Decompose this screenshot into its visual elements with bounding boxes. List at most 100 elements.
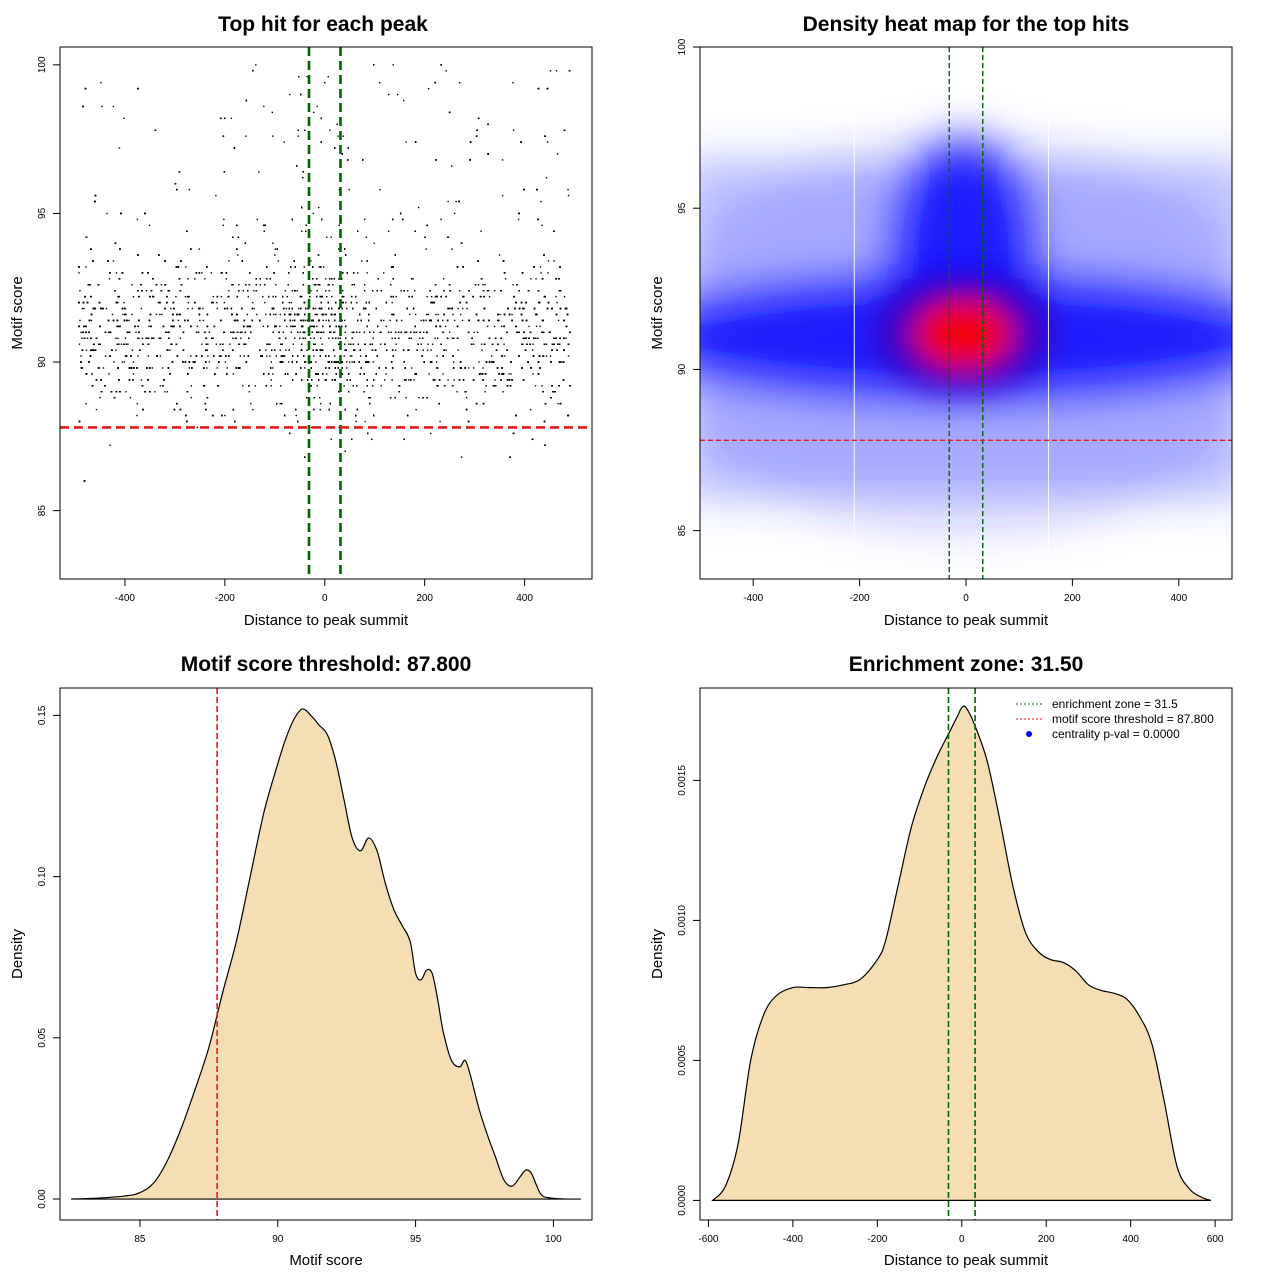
data-point <box>442 373 444 375</box>
data-point <box>314 343 316 345</box>
data-point <box>109 355 111 357</box>
data-point <box>113 361 115 363</box>
data-point <box>385 373 387 375</box>
data-point <box>359 331 361 334</box>
data-point <box>396 93 399 96</box>
data-point <box>270 361 273 363</box>
data-point <box>434 337 436 339</box>
data-point <box>132 361 135 363</box>
data-point <box>154 391 156 393</box>
data-point <box>345 301 347 304</box>
data-point <box>349 361 351 363</box>
data-point <box>195 331 198 334</box>
data-point <box>379 343 382 345</box>
data-point <box>420 343 422 345</box>
data-point <box>307 307 309 310</box>
data-point <box>337 135 339 137</box>
data-point <box>303 266 305 268</box>
data-point <box>546 141 549 143</box>
data-point <box>327 76 329 78</box>
data-point <box>523 307 525 310</box>
data-point <box>78 343 81 345</box>
data-point <box>373 331 375 334</box>
data-point <box>137 355 139 357</box>
data-point <box>325 313 327 316</box>
data-point <box>405 397 407 399</box>
data-point <box>280 385 282 387</box>
data-point <box>351 361 353 363</box>
data-point <box>488 295 491 298</box>
data-point <box>177 319 180 322</box>
data-point <box>325 319 327 322</box>
data-point <box>395 295 397 298</box>
data-point <box>230 117 233 120</box>
data-point <box>190 397 193 399</box>
data-point <box>413 290 416 292</box>
data-point <box>324 379 326 381</box>
data-point <box>556 301 558 304</box>
data-point <box>237 254 239 256</box>
data-point <box>427 87 430 90</box>
data-point <box>541 355 544 357</box>
data-point <box>557 402 559 405</box>
data-point <box>206 367 208 369</box>
data-point <box>331 295 333 298</box>
data-point <box>391 379 393 381</box>
data-point <box>478 361 480 363</box>
data-point <box>128 319 130 322</box>
data-point <box>147 355 150 357</box>
data-point <box>124 337 127 339</box>
data-point <box>484 284 486 286</box>
data-point <box>500 325 503 328</box>
data-point <box>439 420 441 423</box>
data-point <box>392 64 394 66</box>
data-point <box>563 295 566 298</box>
data-point <box>199 319 201 322</box>
data-point <box>85 349 88 351</box>
data-point <box>539 325 541 328</box>
data-point <box>319 397 321 399</box>
data-point <box>196 325 199 328</box>
data-point <box>457 349 459 351</box>
data-point <box>81 367 84 369</box>
data-point <box>480 373 482 375</box>
data-point <box>125 391 127 393</box>
data-point <box>253 307 256 310</box>
data-point <box>79 290 81 292</box>
data-point <box>467 367 470 369</box>
data-point <box>435 313 437 316</box>
data-point <box>275 284 277 286</box>
data-point <box>290 331 292 334</box>
data-point <box>542 355 545 357</box>
data-point <box>405 379 407 381</box>
data-point <box>220 295 223 298</box>
data-point <box>272 135 274 137</box>
data-point <box>115 349 117 351</box>
data-point <box>290 301 292 304</box>
data-point <box>212 295 215 298</box>
data-point <box>348 343 350 345</box>
data-point <box>487 290 490 292</box>
data-point <box>518 290 520 292</box>
data-point <box>263 105 265 108</box>
data-point <box>259 284 262 286</box>
data-point <box>329 129 331 131</box>
data-point <box>326 373 328 375</box>
data-point <box>382 319 385 322</box>
data-point <box>344 343 346 345</box>
data-point <box>493 325 496 328</box>
data-point <box>503 355 506 357</box>
data-point <box>529 408 532 411</box>
data-point <box>310 337 312 339</box>
data-point <box>355 420 357 423</box>
data-point <box>342 290 344 292</box>
data-point <box>501 194 504 197</box>
data-point <box>343 355 345 357</box>
data-point <box>256 313 258 316</box>
data-point <box>296 290 298 292</box>
data-point <box>299 331 301 334</box>
data-point <box>318 254 320 256</box>
data-point <box>245 135 247 137</box>
data-point <box>313 111 315 114</box>
data-point <box>328 284 330 286</box>
